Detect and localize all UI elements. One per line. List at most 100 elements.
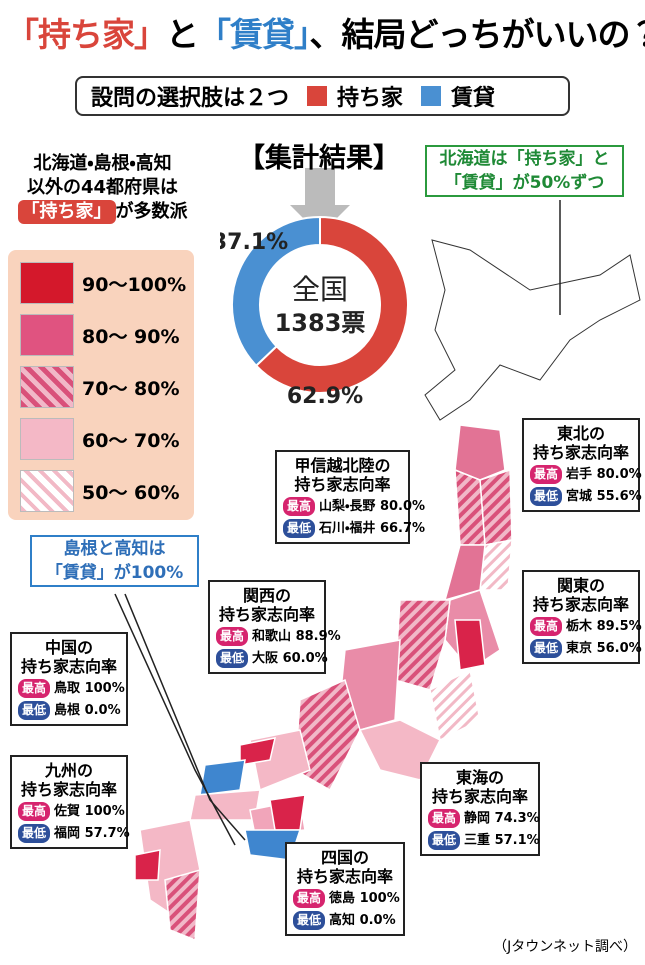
donut-slice <box>231 215 321 368</box>
value-label: 37.1% <box>220 230 288 255</box>
region-subtitle: 持ち家志向率 <box>532 443 629 462</box>
note-line: 北海道・島根・高知 <box>33 153 172 174</box>
tag: 最低 <box>428 831 461 850</box>
tag: 最高 <box>293 889 326 908</box>
legend-label: 60～ 70% <box>82 429 180 452</box>
legend-item: 60～ 70% <box>20 418 180 460</box>
prefecture: 三重 <box>464 833 491 848</box>
note-line: 「賃貸」が100% <box>45 563 184 583</box>
subtitle-box: 設問の選択肢は２つ 持ち家 賃貸 <box>75 76 570 116</box>
subtitle: 設問の選択肢は２つ <box>91 86 290 111</box>
prefecture: 高知 <box>329 913 356 928</box>
region-title: 九州の <box>44 761 93 780</box>
region-box: 九州の 持ち家志向率 最高 佐賀 100% 最低 福岡 57.7% <box>10 755 130 849</box>
region-row: 最高 和歌山 88.9% <box>216 627 341 646</box>
prefecture: 佐賀 <box>54 804 81 819</box>
region-row: 最高 山梨・長野 80.0% <box>283 497 425 516</box>
rate: 57.7% <box>84 826 130 841</box>
prefecture: 静岡 <box>464 811 491 826</box>
tag: 最低 <box>216 649 249 668</box>
legend-item: 70～ 80% <box>20 366 180 408</box>
rate: 80.0% <box>379 499 426 514</box>
prefecture: 山梨・長野 <box>319 499 376 514</box>
region-box: 甲信越北陸の 持ち家志向率 最高 山梨・長野 80.0% 最低 石川・福井 66.7% <box>275 450 425 544</box>
rate: 74.3% <box>494 811 540 826</box>
region-subtitle: 持ち家志向率 <box>20 657 117 676</box>
title-part: と <box>166 15 199 54</box>
tag: 最高 <box>530 465 563 484</box>
swatch <box>421 86 442 106</box>
rate: 0.0% <box>359 913 396 928</box>
title-part: 「賃貸」 <box>198 15 310 54</box>
rate: 100% <box>84 804 125 819</box>
region-row: 最低 石川・福井 66.7% <box>283 519 425 538</box>
value-label: 62.9% <box>287 384 363 409</box>
legend-swatch <box>20 314 74 356</box>
region-row: 最高 徳島 100% <box>293 889 400 908</box>
donut-slice <box>254 215 409 394</box>
region-row: 最低 福岡 57.7% <box>18 824 130 843</box>
region-subtitle: 持ち家志向率 <box>218 605 315 624</box>
region-title: 関西の <box>242 586 291 605</box>
title-part: 、結局どっちがいいの？ <box>309 15 645 54</box>
tag: 最高 <box>216 627 249 646</box>
note-line: が多数派 <box>115 201 188 222</box>
tag: 最高 <box>428 809 461 828</box>
region-row: 最高 佐賀 100% <box>18 802 125 821</box>
region-title: 関東の <box>556 576 605 595</box>
region-title: 四国の <box>320 848 369 867</box>
prefecture: 石川・福井 <box>319 521 376 536</box>
donut: 62.9% 37.1%全国 1383票 <box>220 215 409 409</box>
result-heading: 【集計結果】 <box>238 143 400 174</box>
legend-swatch <box>20 366 74 408</box>
legend-label: 80～ 90% <box>82 325 180 348</box>
region-box: 東海の 持ち家志向率 最高 静岡 74.3% 最低 三重 57.1% <box>420 762 540 856</box>
region-box: 四国の 持ち家志向率 最高 徳島 100% 最低 高知 0.0% <box>285 842 405 936</box>
tag: 最低 <box>530 639 563 658</box>
region-row: 最高 栃木 89.5% <box>530 617 642 636</box>
note-line: 北海道は「持ち家」と <box>439 149 610 169</box>
region-row: 最低 大阪 60.0% <box>216 649 328 668</box>
region-box: 関西の 持ち家志向率最高 和歌山 88.9% 最低 大阪 60.0% <box>208 580 341 674</box>
rate: 89.5% <box>596 619 642 634</box>
prefecture: 東京 <box>566 641 593 656</box>
rate: 60.0% <box>282 651 328 666</box>
region-subtitle: 持ち家志向率 <box>532 595 629 614</box>
tag: 最高 <box>18 679 51 698</box>
rate: 0.0% <box>84 703 121 718</box>
rate: 66.7% <box>379 521 426 536</box>
option: 賃貸 <box>451 86 496 111</box>
region-title: 東北の <box>556 424 605 443</box>
tag: 最低 <box>18 701 51 720</box>
legend-label: 70～ 80% <box>82 377 180 400</box>
legend-swatch <box>20 262 74 304</box>
tag: 最低 <box>530 487 563 506</box>
legend: 90～100% 80～ 90% 70～ 80% 60～ 70% 50～ 60% <box>8 250 194 520</box>
swatch <box>307 86 328 106</box>
rate: 57.1% <box>494 833 540 848</box>
tag: 最高 <box>530 617 563 636</box>
option: 持ち家 <box>337 86 404 111</box>
note-shimane: 島根と高知は 「賃貸」が100% <box>30 535 199 587</box>
prefecture: 岩手 <box>566 467 593 482</box>
region-row: 最低 三重 57.1% <box>428 831 540 850</box>
rate: 100% <box>359 891 400 906</box>
region-row: 最高 静岡 74.3% <box>428 809 540 828</box>
prefecture: 徳島 <box>329 891 356 906</box>
title-part: 「持ち家」 <box>6 15 167 54</box>
region-row: 最低 宮城 55.6% <box>530 487 642 506</box>
legend-swatch <box>20 470 74 512</box>
region-box: 関東の 持ち家志向率 最高 栃木 89.5% 最低 東京 56.0% <box>522 570 642 664</box>
legend-item: 80～ 90% <box>20 314 180 356</box>
prefecture: 鳥取 <box>54 681 81 696</box>
region-subtitle: 持ち家志向率 <box>431 787 528 806</box>
prefecture: 福岡 <box>54 826 81 841</box>
note: 北海道・島根・高知 以外の44都府県は 「持ち家」 が多数派 <box>10 152 195 224</box>
note-line: 島根と高知は <box>63 539 166 559</box>
region-box: 中国の 持ち家志向率 最高 鳥取 100% 最低 島根 0.0% <box>10 632 128 726</box>
source: （Jタウンネット調べ） <box>493 939 637 955</box>
prefecture: 宮城 <box>566 489 593 504</box>
title: 「持ち家」と「賃貸」、結局どっちがいいの？ <box>6 8 645 56</box>
rate: 55.6% <box>596 489 642 504</box>
